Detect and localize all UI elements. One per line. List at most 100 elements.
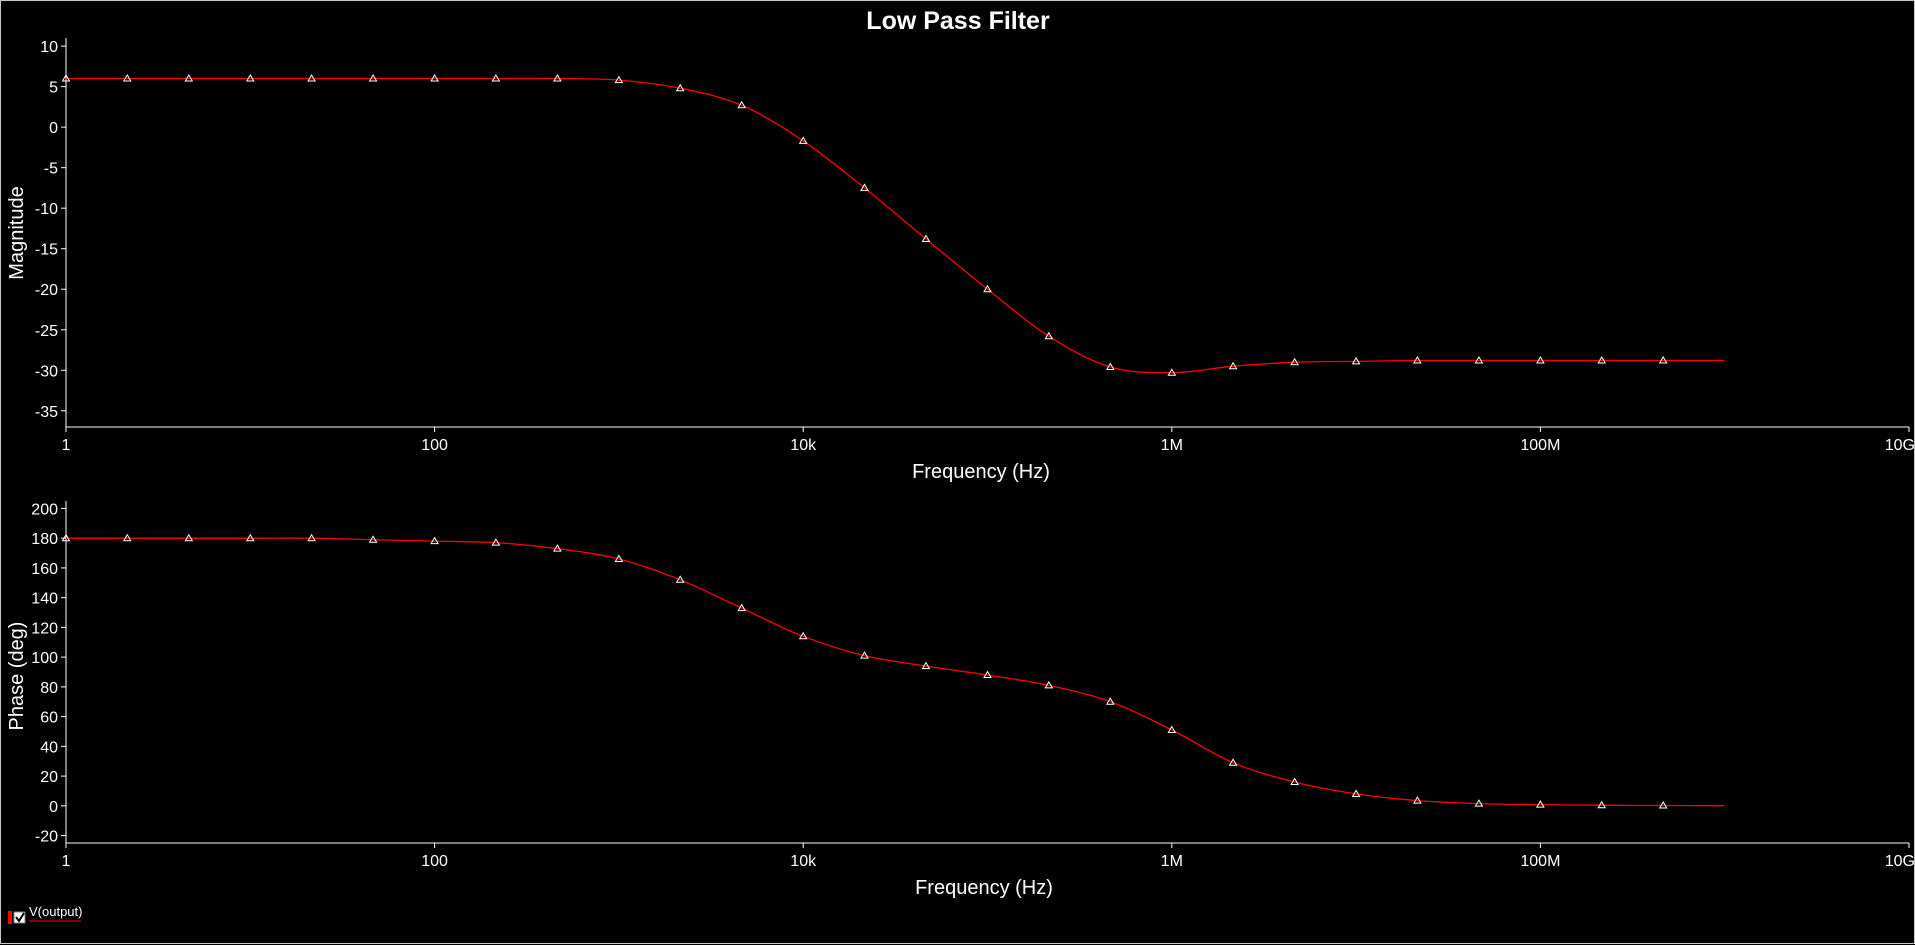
phase-data-point [1228, 758, 1238, 766]
magnitude-data-point [61, 74, 71, 82]
phase-y-tick-label: 160 [31, 561, 58, 578]
magnitude-x-tick-label: 10G [1885, 437, 1915, 454]
phase-data-point [1044, 680, 1054, 689]
phase-data-point [1597, 800, 1607, 809]
phase-data-point [1351, 789, 1361, 797]
magnitude-y-tick-label: -5 [44, 161, 58, 178]
magnitude-x-tick-label: 100 [421, 437, 448, 454]
phase-data-point [1167, 725, 1177, 733]
phase-y-tick-label: 200 [31, 501, 58, 518]
phase-x-tick-label: 10G [1885, 853, 1915, 870]
magnitude-x-axis-label: Frequency (Hz) [912, 461, 1050, 483]
magnitude-y-ticks: 10 5 0 -5 -10 -15 -20 -25 -30 -35 [35, 39, 66, 421]
phase-y-tick-label: 20 [40, 769, 58, 786]
phase-data-point [307, 533, 316, 542]
phase-y-tick-label: 0 [49, 799, 58, 816]
magnitude-data-point [1413, 356, 1422, 364]
magnitude-data-point [1105, 362, 1115, 370]
magnitude-data-point [368, 74, 378, 82]
magnitude-data-point [675, 83, 685, 92]
phase-data-point [798, 631, 808, 640]
magnitude-data-point [614, 75, 624, 84]
phase-y-tick-label: 100 [31, 650, 58, 667]
phase-y-axis-label: Phase (deg) [6, 622, 28, 731]
phase-data-point [184, 533, 194, 542]
magnitude-data-point [1228, 361, 1238, 370]
magnitude-x-ticks: 1 100 10k 1M 100M 10G [62, 427, 1915, 454]
phase-y-tick-label: 180 [31, 531, 58, 548]
phase-y-tick-label: -20 [35, 829, 58, 846]
checkmark-icon [15, 912, 25, 923]
magnitude-x-tick-label: 10k [790, 437, 817, 454]
magnitude-data-point [553, 74, 562, 82]
phase-data-point [614, 554, 624, 562]
magnitude-data-point [921, 234, 931, 242]
magnitude-data-point [491, 74, 501, 82]
phase-data-point [737, 603, 747, 612]
magnitude-data-point [307, 74, 316, 82]
phase-x-tick-label: 100 [421, 853, 448, 870]
legend-checkbox[interactable] [13, 911, 26, 924]
phase-data-point [860, 651, 869, 659]
legend: V(output) [8, 904, 82, 924]
phase-data-point [430, 536, 439, 545]
magnitude-data-point [122, 74, 132, 82]
magnitude-data-point [737, 100, 747, 109]
phase-data-point [675, 575, 685, 583]
magnitude-y-tick-label: -35 [35, 404, 58, 421]
magnitude-data-point [860, 183, 869, 191]
phase-x-tick-label: 100M [1520, 853, 1560, 870]
phase-x-ticks: 1 100 10k 1M 100M 10G [62, 843, 1915, 870]
magnitude-data-point [1044, 331, 1054, 340]
magnitude-data-point [798, 136, 808, 144]
magnitude-series [61, 74, 1725, 376]
phase-data-point [983, 670, 992, 678]
magnitude-data-point [1597, 356, 1607, 364]
magnitude-x-tick-label: 1 [62, 437, 71, 454]
magnitude-data-point [1351, 356, 1361, 365]
magnitude-series-line [66, 77, 1725, 374]
magnitude-y-tick-label: 5 [49, 80, 58, 97]
phase-data-point [122, 533, 132, 542]
phase-x-tick-label: 1M [1161, 853, 1183, 870]
phase-data-point [1290, 777, 1299, 785]
legend-label[interactable]: V(output) [29, 904, 82, 919]
magnitude-x-tick-label: 1M [1161, 437, 1183, 454]
phase-series [61, 533, 1725, 809]
phase-data-point [1474, 799, 1484, 807]
phase-data-point [368, 535, 378, 543]
magnitude-data-point [1536, 356, 1545, 364]
phase-data-point [245, 533, 255, 542]
phase-y-tick-label: 60 [40, 710, 58, 727]
magnitude-y-tick-label: 0 [49, 120, 58, 137]
magnitude-y-tick-label: -30 [35, 363, 58, 380]
magnitude-data-point [184, 74, 194, 82]
phase-data-point [1536, 800, 1545, 808]
phase-data-point [921, 661, 931, 670]
magnitude-data-point [983, 284, 992, 293]
magnitude-y-tick-label: -15 [35, 242, 58, 259]
phase-y-tick-label: 40 [40, 739, 58, 756]
phase-y-tick-label: 120 [31, 620, 58, 637]
phase-data-point [1105, 697, 1115, 705]
phase-data-point [1413, 796, 1422, 804]
magnitude-x-tick-label: 100M [1520, 437, 1560, 454]
chart-title: Low Pass Filter [866, 7, 1050, 35]
phase-y-tick-label: 80 [40, 680, 58, 697]
magnitude-data-point [1167, 368, 1177, 376]
magnitude-data-point [1658, 356, 1668, 364]
phase-data-point [491, 538, 501, 546]
phase-y-tick-label: 140 [31, 591, 58, 608]
phase-x-axis-label: Frequency (Hz) [915, 877, 1053, 899]
magnitude-data-point [430, 74, 439, 82]
legend-color-swatch [8, 911, 12, 924]
magnitude-data-point [1474, 356, 1484, 364]
magnitude-data-point [1290, 357, 1299, 366]
phase-x-tick-label: 10k [790, 853, 817, 870]
phase-x-tick-label: 1 [62, 853, 71, 870]
magnitude-y-tick-label: -20 [35, 282, 58, 299]
magnitude-y-tick-label: -10 [35, 201, 58, 218]
